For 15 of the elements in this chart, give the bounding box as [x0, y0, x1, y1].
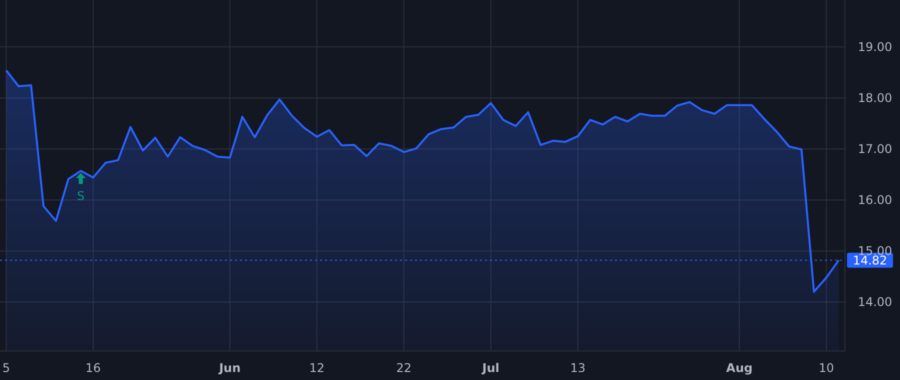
- x-tick-label: 12: [309, 361, 325, 375]
- x-tick-label: Aug: [726, 361, 753, 375]
- x-tick-label: 16: [86, 361, 101, 375]
- y-tick-label: 18.00: [858, 90, 892, 105]
- x-tick-label: Jun: [218, 361, 241, 375]
- x-tick-label: 22: [396, 361, 412, 375]
- annotation: S: [76, 189, 85, 203]
- x-tick-label: 13: [570, 361, 586, 375]
- y-tick-label: 19.00: [858, 40, 892, 54]
- y-tick-label: 17.00: [858, 142, 892, 156]
- x-tick-label: 5: [2, 361, 10, 375]
- x-tick-label: Jul: [481, 361, 500, 375]
- y-tick-label: 16.00: [858, 192, 892, 207]
- y-tick-label: 14.00: [858, 295, 892, 310]
- x-tick-label: 10: [818, 361, 834, 375]
